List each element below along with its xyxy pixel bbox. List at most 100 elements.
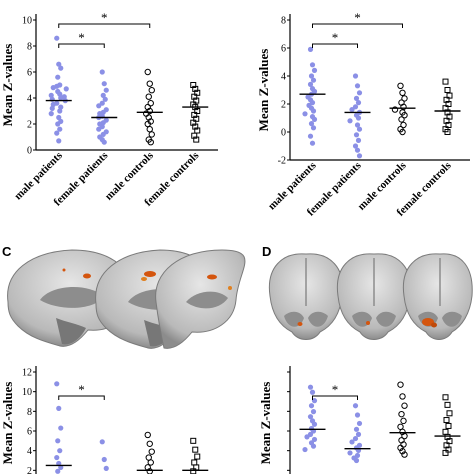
data-point xyxy=(310,77,317,83)
data-point xyxy=(307,46,314,53)
data-point xyxy=(311,116,318,122)
data-point xyxy=(310,443,317,449)
data-point xyxy=(355,115,362,121)
data-point xyxy=(56,61,62,67)
y-tick-label: 2 xyxy=(27,466,32,474)
data-point xyxy=(399,89,406,97)
data-point xyxy=(399,393,406,400)
data-point xyxy=(102,96,108,102)
y-tick-label: 8 xyxy=(281,16,286,27)
data-point xyxy=(308,121,315,127)
data-point xyxy=(352,435,359,442)
data-point xyxy=(401,402,408,409)
data-point xyxy=(145,93,152,100)
data-point xyxy=(401,451,408,458)
data-point xyxy=(397,444,404,452)
data-point xyxy=(352,143,359,149)
data-point xyxy=(63,86,69,92)
data-point xyxy=(399,128,406,136)
data-point xyxy=(56,405,62,411)
y-tick-label: 10 xyxy=(22,16,32,27)
data-point xyxy=(445,422,452,429)
data-point xyxy=(56,114,62,121)
data-point xyxy=(148,87,155,94)
data-point xyxy=(146,80,153,87)
significance-label: * xyxy=(354,10,361,25)
y-tick-label: 0 xyxy=(27,146,32,157)
data-point xyxy=(311,436,318,443)
significance-bracket xyxy=(58,23,151,28)
data-point xyxy=(309,62,316,68)
data-point xyxy=(57,108,63,114)
significance-bracket xyxy=(58,395,105,400)
data-point xyxy=(54,130,60,136)
significance-bracket xyxy=(58,43,105,48)
data-point xyxy=(400,417,407,425)
data-point xyxy=(54,35,60,41)
activation-clusters-d xyxy=(297,318,437,328)
y-tick-label: 2 xyxy=(27,120,32,131)
data-point xyxy=(58,104,64,110)
data-point xyxy=(391,106,399,113)
data-point xyxy=(355,137,362,143)
data-point xyxy=(310,125,317,131)
data-point xyxy=(96,103,102,109)
data-point xyxy=(99,69,105,75)
data-point xyxy=(194,453,201,460)
data-point xyxy=(191,459,198,466)
data-point xyxy=(55,74,61,80)
data-point xyxy=(304,434,310,440)
data-point xyxy=(398,116,405,123)
data-point xyxy=(193,136,200,143)
data-point xyxy=(352,73,359,79)
data-point xyxy=(400,121,407,129)
data-point xyxy=(355,100,362,106)
plot-c: 2 4 6 8 10 12 Mean Z-values * xyxy=(0,366,209,474)
data-point xyxy=(147,100,154,107)
data-point xyxy=(57,126,63,132)
y-tick-label: 6 xyxy=(27,427,32,438)
coronal-slice-3 xyxy=(402,253,473,340)
data-point xyxy=(100,92,106,98)
y-tick-label: 4 xyxy=(281,72,286,83)
data-point xyxy=(352,403,359,409)
data-point xyxy=(48,111,54,117)
data-point xyxy=(96,126,102,132)
data-point xyxy=(310,409,317,415)
significance-bracket xyxy=(312,43,358,48)
significance-bracket xyxy=(312,23,403,28)
data-point xyxy=(353,132,360,138)
data-point xyxy=(56,138,62,144)
data-point xyxy=(49,105,55,111)
data-point xyxy=(307,81,314,87)
data-point xyxy=(54,381,60,387)
significance-label: * xyxy=(332,30,339,45)
data-point xyxy=(355,431,362,437)
data-point xyxy=(347,118,353,124)
y-axis-label: Mean Z-values xyxy=(0,44,15,127)
data-point xyxy=(190,437,197,444)
y-tick-label: 8 xyxy=(27,407,32,418)
data-point xyxy=(354,122,361,128)
sagittal-slice-3 xyxy=(155,249,246,349)
panel-c-brain-images: C xyxy=(2,244,246,349)
data-point xyxy=(144,68,151,76)
data-point xyxy=(309,389,316,395)
y-tick-label: 2 xyxy=(281,100,286,111)
data-point xyxy=(442,394,449,401)
significance-label: * xyxy=(101,10,108,25)
data-point xyxy=(311,421,318,427)
data-point xyxy=(356,126,363,132)
data-point xyxy=(101,81,107,87)
data-point xyxy=(354,147,361,153)
data-point xyxy=(397,381,404,388)
data-point xyxy=(148,131,155,138)
data-point xyxy=(101,456,107,463)
y-tick-label: 10 xyxy=(22,387,32,398)
coronal-slice-2 xyxy=(336,253,412,340)
data-point xyxy=(55,468,61,474)
y-tick-label: 6 xyxy=(281,44,286,55)
y-tick-label: 8 xyxy=(27,42,32,53)
